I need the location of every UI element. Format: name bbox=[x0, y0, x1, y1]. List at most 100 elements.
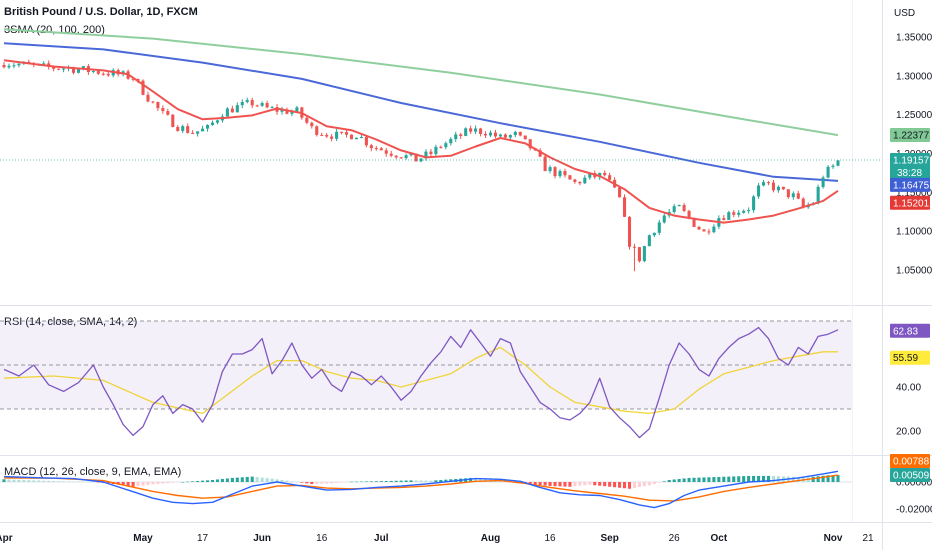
macd-histogram-bar bbox=[201, 480, 205, 482]
macd-histogram-bar bbox=[672, 479, 676, 482]
macd-histogram-bar bbox=[593, 482, 597, 486]
candle bbox=[81, 66, 85, 70]
macd-histogram-bar bbox=[141, 482, 145, 486]
macd-histogram-bar bbox=[32, 480, 36, 482]
time-axis-tick: Aug bbox=[481, 533, 500, 544]
candle bbox=[215, 120, 220, 123]
candle bbox=[771, 182, 776, 191]
macd-histogram-bar bbox=[151, 482, 155, 485]
macd-histogram-bar bbox=[121, 482, 125, 486]
macd-histogram-bar bbox=[657, 482, 661, 483]
candle bbox=[474, 128, 478, 132]
macd-indicator-label[interactable]: MACD (12, 26, close, 9, EMA, EMA) bbox=[4, 466, 182, 478]
time-axis-tick: 17 bbox=[197, 533, 209, 544]
macd-histogram-bar bbox=[776, 476, 780, 482]
macd-histogram-bar bbox=[17, 479, 21, 482]
sma20-value-tag: 1.15201 bbox=[893, 198, 930, 209]
candle bbox=[106, 73, 110, 76]
macd-histogram-bar bbox=[210, 479, 215, 482]
macd-histogram-bar bbox=[424, 480, 428, 482]
time-axis-tick: Jul bbox=[374, 533, 389, 544]
candle bbox=[340, 131, 344, 133]
macd-histogram-bar bbox=[667, 479, 671, 482]
last-price-tag-bg bbox=[890, 153, 930, 181]
price-axis-tick: 1.15000 bbox=[896, 188, 932, 199]
candle bbox=[335, 131, 339, 139]
candle bbox=[389, 153, 393, 156]
candle bbox=[687, 210, 691, 218]
macd-histogram-bar bbox=[637, 482, 641, 488]
time-axis-tick: Nov bbox=[824, 533, 843, 544]
macd-histogram-bar bbox=[712, 477, 716, 482]
macd-histogram-bar bbox=[364, 481, 368, 482]
macd-histogram-bar bbox=[598, 482, 602, 486]
candle bbox=[201, 128, 205, 132]
candle bbox=[196, 131, 200, 134]
macd-histogram-bar bbox=[315, 482, 319, 484]
macd-histogram-bar bbox=[558, 482, 562, 487]
candle bbox=[57, 68, 61, 70]
candle bbox=[776, 186, 780, 191]
macd-histogram-bar bbox=[52, 481, 56, 482]
macd-histogram-bar bbox=[533, 482, 537, 485]
candle bbox=[315, 126, 319, 135]
candle bbox=[454, 134, 458, 140]
candle bbox=[71, 67, 76, 73]
candle bbox=[96, 71, 100, 74]
candle bbox=[508, 135, 512, 138]
candle bbox=[707, 231, 711, 233]
macd-histogram-bar bbox=[270, 478, 274, 482]
macd-histogram-bar bbox=[176, 482, 180, 483]
candle bbox=[483, 133, 488, 136]
macd-histogram-bar bbox=[632, 482, 637, 488]
macd-histogram-bar bbox=[399, 480, 403, 482]
macd-histogram-bar bbox=[791, 476, 795, 482]
candle bbox=[344, 132, 349, 135]
macd-histogram-bar bbox=[27, 480, 31, 482]
candle bbox=[210, 122, 215, 125]
candle bbox=[265, 103, 269, 108]
macd-histogram-bar bbox=[335, 482, 339, 483]
time-axis-tick: Oct bbox=[711, 533, 728, 544]
macd-histogram-bar bbox=[12, 479, 16, 482]
candle bbox=[498, 134, 502, 137]
macd-histogram-bar bbox=[429, 480, 433, 482]
candle bbox=[136, 78, 140, 81]
macd-histogram-bar bbox=[131, 482, 135, 487]
macd-histogram-bar bbox=[752, 475, 756, 482]
last-price-tag: 1.19157 bbox=[893, 156, 930, 167]
candle bbox=[12, 65, 16, 67]
candle bbox=[181, 126, 185, 131]
candle bbox=[429, 151, 433, 155]
macd-histogram-bar bbox=[57, 481, 61, 482]
candle bbox=[354, 137, 359, 140]
candle bbox=[320, 134, 324, 136]
sma200-value-tag: 1.22377 bbox=[893, 131, 930, 142]
price-axis-tick: 1.10000 bbox=[896, 227, 932, 238]
macd-histogram-bar bbox=[126, 482, 130, 487]
candle bbox=[235, 105, 239, 113]
candle bbox=[255, 105, 259, 107]
time-axis-tick: Sep bbox=[600, 533, 618, 544]
rsi-indicator-label[interactable]: RSI (14, close, SMA, 14, 2) bbox=[4, 316, 138, 328]
candle bbox=[588, 173, 592, 178]
candle bbox=[558, 171, 562, 177]
candle bbox=[622, 197, 627, 217]
candle bbox=[652, 232, 656, 236]
candle bbox=[379, 148, 383, 151]
macd-histogram-bar bbox=[766, 475, 771, 482]
macd-histogram-bar bbox=[737, 476, 741, 482]
macd-histogram-bar bbox=[474, 478, 478, 482]
macd-histogram-bar bbox=[260, 477, 264, 482]
candle bbox=[732, 212, 736, 215]
macd-histogram-bar bbox=[647, 482, 651, 486]
candle bbox=[176, 126, 180, 131]
candle bbox=[399, 157, 403, 159]
macd-histogram-bar bbox=[349, 481, 354, 483]
rsi-value-tag: 62.83 bbox=[893, 326, 918, 337]
rsi-axis-tick: 20.00 bbox=[896, 427, 921, 438]
rsi-axis-tick: 40.00 bbox=[896, 383, 921, 394]
candle bbox=[677, 205, 681, 207]
candle bbox=[831, 165, 835, 167]
